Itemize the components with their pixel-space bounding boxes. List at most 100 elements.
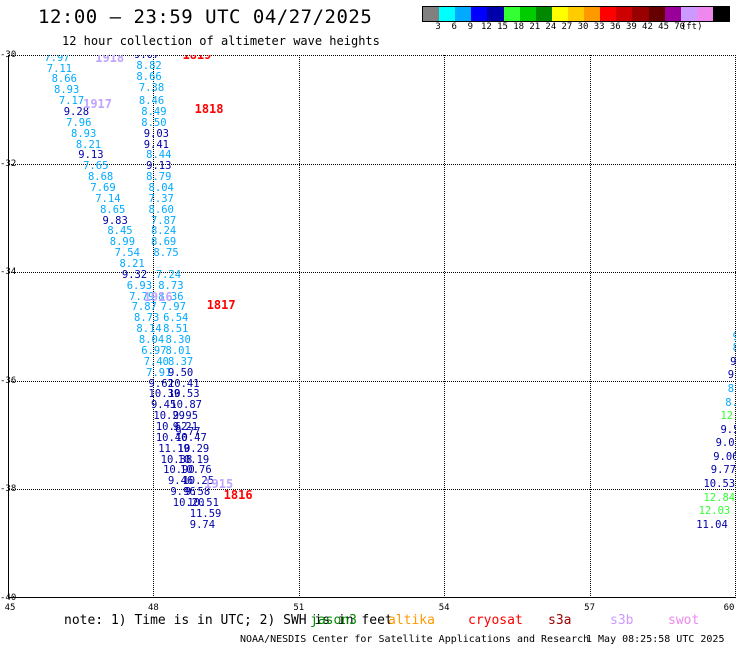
color-swatch — [439, 7, 456, 21]
wave-height-obs: 8.68 — [87, 171, 114, 184]
wave-height-obs: 8.93 — [54, 84, 80, 97]
legend-s3a: s3a — [548, 613, 572, 628]
wave-height-obs: 10.90 — [163, 464, 195, 477]
wave-height-obs: 9.13 — [146, 160, 172, 173]
wave-height-obs: 10.76 — [180, 464, 212, 477]
wave-height-obs: 7.40 — [143, 355, 169, 368]
wave-height-obs: 9.74 — [189, 518, 216, 531]
color-swatch — [616, 7, 633, 21]
wave-height-obs: 8.21 — [119, 258, 145, 271]
color-scale-tick: 18 — [513, 22, 525, 32]
track-time-label: 1916 — [143, 289, 173, 304]
meridian-gridline — [298, 55, 300, 598]
wave-height-obs: 10.87 — [170, 399, 202, 412]
wave-height-obs: 8.51 — [163, 323, 189, 336]
legend-jason3: jason3 — [310, 613, 357, 628]
wave-height-obs: 10.20 — [172, 496, 205, 509]
wave-height-obs: 7.17 — [58, 95, 85, 108]
wave-height-obs: 8.82 — [136, 59, 162, 72]
wave-height-obs: 8 — [732, 342, 736, 355]
wave-height-obs: 9.21 — [172, 420, 199, 433]
wave-height-obs: 9.32 — [121, 268, 148, 281]
wave-height-obs: 8.60 — [148, 203, 174, 216]
color-scale-unit: (ft) — [680, 22, 703, 32]
wave-height-obs: 10.62 — [155, 420, 188, 433]
legend-cryosat: cryosat — [468, 613, 523, 628]
wave-height-obs: 10.25 — [182, 475, 215, 488]
wave-height-obs: 8.49 — [141, 106, 167, 118]
color-scale-tick: 42 — [642, 22, 653, 32]
wave-height-obs: 9.03 — [143, 127, 169, 140]
color-swatch — [696, 7, 713, 21]
track-time-label: 1818 — [194, 102, 224, 117]
color-swatch — [519, 7, 536, 21]
color-swatch — [600, 7, 617, 21]
wave-height-obs: 7.87 — [131, 301, 157, 314]
map-area: 7.97 7.11 8.66 8.93 7.17 9.28 7.96 8.93 8.21 9.13… — [8, 55, 736, 598]
wave-height-obs: 8.50 — [141, 116, 167, 129]
color-swatch — [648, 7, 665, 21]
wave-height-obs: 8.04 — [138, 334, 165, 347]
wave-height-obs: 9.28 — [63, 106, 90, 118]
wave-height-obs: 8.69 — [150, 236, 177, 249]
wave-height-obs: 7.14 — [95, 192, 121, 205]
wave-height-obs: 7.54 — [114, 247, 140, 260]
wave-height-obs: 9.62 — [148, 377, 174, 390]
wave-height-obs: 9.06 — [713, 450, 736, 463]
wave-height-obs: 9. — [730, 355, 736, 368]
wave-height-obs: 10.40 — [155, 431, 188, 444]
wave-height-obs: 9.50 — [167, 366, 194, 379]
color-swatch — [584, 7, 601, 21]
color-swatch — [632, 7, 649, 21]
color-swatch — [535, 7, 552, 21]
track-time-label: 1915 — [204, 476, 234, 491]
wave-height-obs: 12.51 — [720, 410, 736, 423]
wave-height-obs: 6.97 — [141, 344, 167, 357]
parallel-gridline — [8, 380, 736, 382]
longitude-label: 48 — [147, 603, 159, 613]
wave-height-obs: 10.39 — [148, 388, 181, 401]
color-scale-tick: 27 — [561, 22, 573, 32]
wave-height-obs: 10.53 — [703, 477, 736, 490]
wave-height-obs: 9.41 — [143, 138, 169, 151]
wave-height-obs: 8.73 — [158, 279, 184, 292]
wave-height-obs: 9.77 — [710, 464, 736, 477]
wave-height-obs: 12.84 — [703, 491, 736, 504]
wave-height-obs: 11.59 — [189, 507, 222, 520]
wave-height-obs: 8.66 — [51, 73, 77, 86]
color-scale-tick: 9 — [467, 22, 474, 32]
wave-height-obs: 9.96 — [170, 486, 196, 499]
color-scale-tick: 3 — [435, 22, 441, 32]
wave-height-obs: 8.14 — [136, 323, 162, 336]
wave-height-obs: 8.73 — [134, 312, 160, 325]
wave-height-obs: 7.69 — [90, 182, 116, 195]
color-scale-tick: 36 — [609, 22, 621, 32]
wave-height-obs: 10.29 — [153, 410, 185, 423]
color-swatch — [680, 7, 697, 21]
wave-height-obs: 10.19 — [177, 453, 210, 466]
wave-height-obs: 8.79 — [146, 171, 172, 184]
color-scale-tick: 45 — [658, 22, 669, 32]
wave-height-obs: 8.21 — [75, 138, 102, 151]
footer-note: note: 1) Time is in UTC; 2) SWH is in fe… — [64, 613, 393, 628]
latitude-label: -30 — [0, 50, 17, 60]
wave-height-obs: 7.37 — [148, 192, 174, 205]
color-swatch — [712, 7, 730, 21]
wave-height-obs: 9.77 — [175, 426, 201, 439]
legend-s3b: s3b — [610, 613, 634, 628]
wave-height-obs: 9.95 — [172, 410, 199, 423]
color-swatch — [423, 7, 440, 21]
legend-swot: swot — [668, 613, 700, 628]
color-scale-bar — [422, 6, 730, 22]
wave-height-obs: 8.44 — [146, 149, 172, 162]
longitude-label: 51 — [293, 603, 305, 613]
wave-height-obs: 6.54 — [163, 312, 189, 325]
wave-height-obs: 7.65 — [83, 160, 109, 173]
wave-height-obs: 8.01 — [165, 344, 191, 357]
wave-height-obs: 9.45 — [150, 399, 177, 412]
longitude-label: 60 — [723, 603, 735, 613]
color-swatch — [664, 7, 681, 21]
latitude-label: -38 — [0, 484, 17, 495]
color-scale-tick: 21 — [529, 22, 541, 32]
wave-height-obs: 7.11 — [46, 62, 73, 75]
